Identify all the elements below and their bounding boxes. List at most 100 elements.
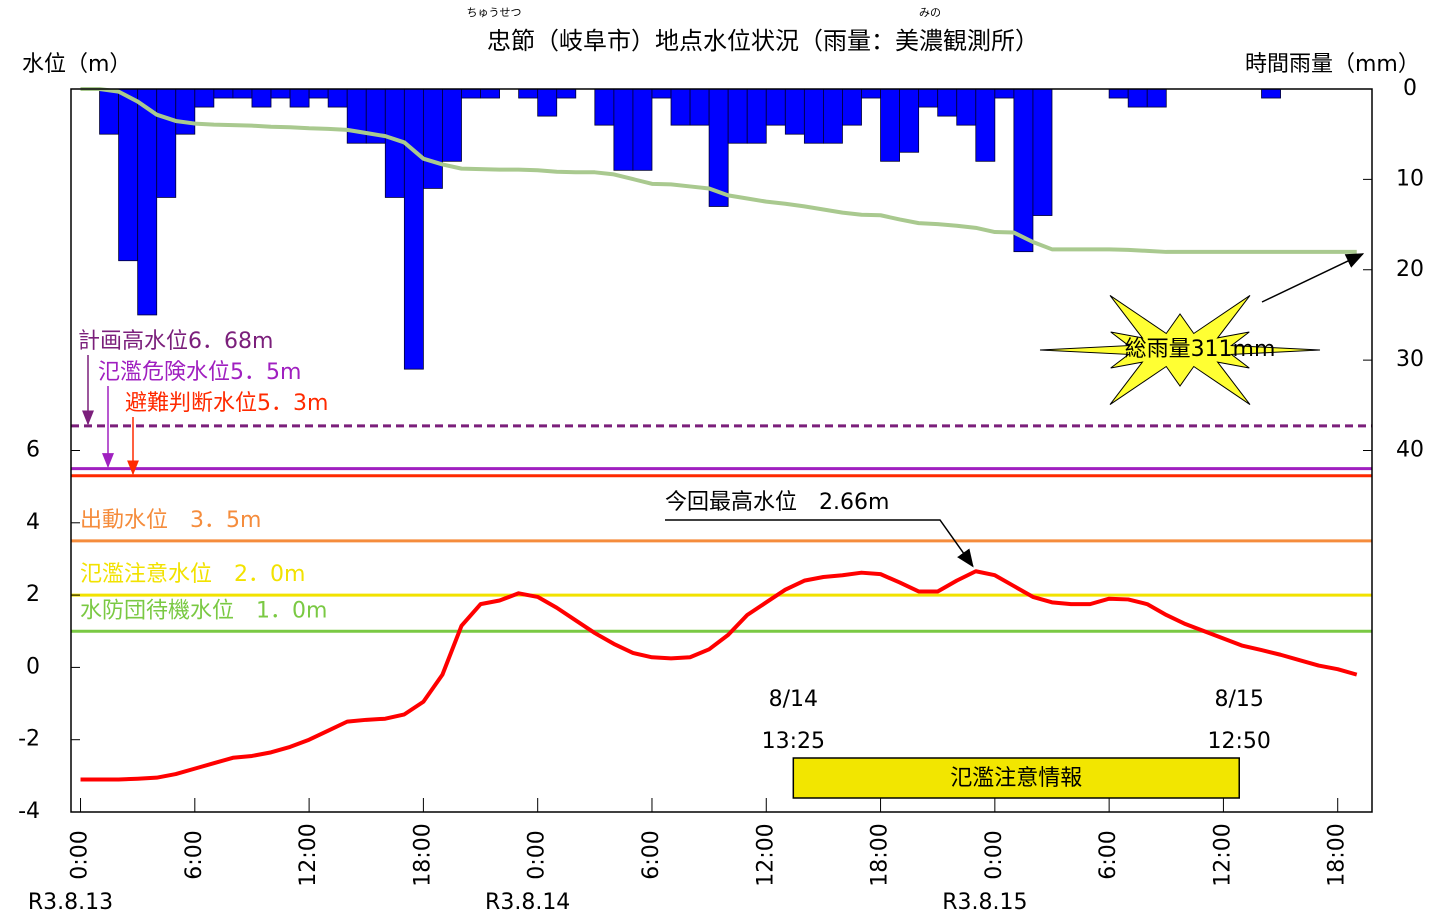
rain-bar [1108,88,1129,99]
date-label: R3.8.15 [942,890,1027,915]
water-level-line [80,569,1358,782]
y2-tick-label: 40 [1396,438,1424,463]
rain-bar [270,88,291,99]
rain-bar [823,88,843,144]
threshold-label: 氾濫注意水位 2．0m [80,562,305,587]
x-tick-label: 12:00 [1210,823,1235,886]
rain-bar [403,88,424,370]
x-tick-label: 0:00 [68,830,93,879]
title-ruby: みの [919,6,941,19]
y-tick-label: 4 [26,510,40,535]
rain-bar [327,88,348,108]
rain-bar [746,88,767,144]
rain-bar [1146,88,1167,108]
y2-axis-label: 時間雨量（mm） [1245,52,1420,77]
chart-title: 忠節（岐阜市）地点水位状況（雨量：美濃観測所） [487,27,1039,55]
rain-bar [1127,88,1148,108]
threshold-label: 計画高水位6．68m [78,329,273,354]
rain-bar [594,88,615,126]
rain-bar [689,88,710,126]
x-tick-label: 18:00 [1325,823,1350,886]
x-tick-label: 12:00 [296,823,321,886]
total-rain-label: 総雨量311mm [1125,337,1276,362]
cumulative-rain-line [80,87,1357,254]
date-label: R3.8.14 [485,890,570,915]
rain-bar [442,88,462,162]
rain-bar [289,88,310,108]
rain-bar [1032,88,1053,216]
total-rain-arrow [1261,253,1365,303]
threshold-label: 氾濫危険水位5．5m [98,360,301,385]
rain-bar [308,88,329,99]
y-tick-label: 6 [26,438,40,463]
alert-time: 13:25 [762,729,825,754]
rain-bar [842,88,862,126]
rain-bar [632,88,653,171]
alert-label: 氾濫注意情報 [950,766,1082,791]
y2-tick-label: 20 [1396,257,1424,282]
rain-bar [251,88,272,108]
rain-bar [918,88,939,108]
rain-bar [461,88,481,99]
date-label: R3.8.13 [28,890,113,915]
rain-bar [480,88,500,99]
rain-bar [194,88,215,108]
alert-time: 8/14 [769,687,818,712]
rain-bar [232,88,253,99]
x-tick-label: 0:00 [525,830,550,879]
y-tick-label: 2 [26,582,40,607]
rain-bar [670,88,691,126]
x-tick-label: 6:00 [1096,830,1121,879]
rain-bar [765,88,786,126]
rain-bar [613,88,634,171]
rain-bar [937,88,958,117]
alert-box [792,757,1240,799]
x-tick-label: 18:00 [410,823,435,886]
x-tick-label: 0:00 [982,830,1007,879]
rain-bar [1013,88,1034,253]
rain-bar [994,88,1015,99]
rain-bar [899,88,920,153]
rain-bar [651,88,672,99]
rain-bar [556,88,577,99]
y-tick-label: -4 [18,799,40,824]
y-tick-label: -2 [18,727,40,752]
x-tick-label: 18:00 [868,823,893,886]
title-ruby: ちゅうせつ [467,6,522,19]
threshold-label: 水防団待機水位 1．0m [80,598,327,623]
y2-tick-label: 0 [1403,76,1417,101]
y2-tick-label: 10 [1396,166,1424,191]
alert-time: 12:50 [1208,729,1271,754]
y-axis-label: 水位（m） [22,52,131,77]
x-tick-label: 6:00 [182,830,207,879]
rain-bar [518,88,539,99]
rain-bar [784,88,805,135]
rain-bar [537,88,558,117]
rain-bar [422,88,443,189]
peak-label: 今回最高水位 2.66m [665,490,889,515]
rain-bar [118,88,139,262]
x-tick-label: 12:00 [753,823,778,886]
alert-time: 8/15 [1215,687,1264,712]
rain-bar [803,88,824,144]
rain-bar [956,88,977,126]
rain-bar [975,88,996,162]
rain-bar [137,88,158,316]
peak-arrow [665,519,974,568]
y2-tick-label: 30 [1396,347,1424,372]
rain-bar [175,88,196,135]
rain-bar [880,88,901,162]
rain-bar [861,88,881,99]
threshold-label: 出動水位 3．5m [80,508,261,533]
rain-bar [346,88,367,144]
rain-bar [1261,88,1281,99]
total-rain-burst [1039,295,1321,405]
rain-bar [213,88,234,99]
rain-bar [727,88,748,144]
y-tick-label: 0 [26,654,40,679]
rain-bar [99,88,120,135]
rain-bar [156,88,177,198]
x-tick-label: 6:00 [639,830,664,879]
threshold-label: 避難判断水位5．3m [125,391,328,416]
